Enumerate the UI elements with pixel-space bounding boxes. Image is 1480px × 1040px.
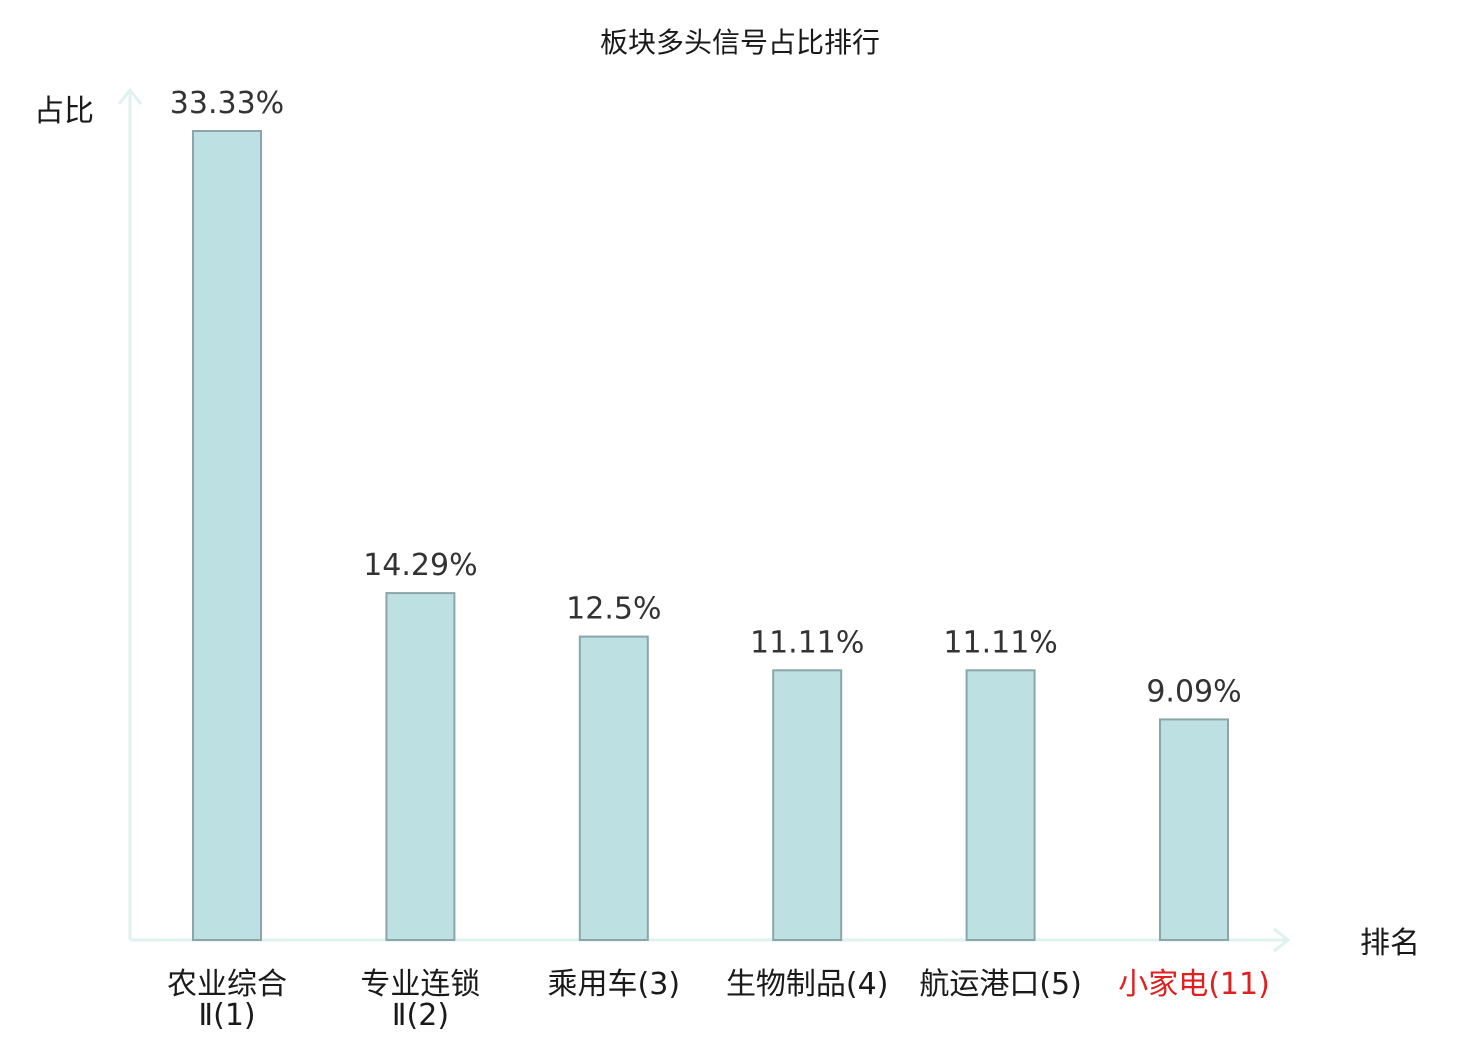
bar-6 xyxy=(1159,718,1229,942)
bars-group xyxy=(192,130,1229,942)
value-label-2: 14.29% xyxy=(363,548,477,583)
value-labels-group: 33.33% 14.29% 12.5% 11.11% 11.11% 9.09% xyxy=(170,86,1242,709)
x-axis-label: 排名 xyxy=(1360,926,1420,961)
bar-4 xyxy=(772,669,843,941)
category-label-1-line2: Ⅱ(1) xyxy=(198,998,255,1033)
bar-5 xyxy=(965,669,1036,941)
category-label-2-line2: Ⅱ(2) xyxy=(392,998,449,1033)
value-label-6: 9.09% xyxy=(1146,674,1241,709)
category-label-5: 航运港口(5) xyxy=(919,967,1082,1002)
x-axis-arrow-icon xyxy=(1273,927,1291,953)
chart-title: 板块多头信号占比排行 xyxy=(600,26,880,59)
category-label-6: 小家电(11) xyxy=(1118,967,1270,1002)
y-axis-label: 占比 xyxy=(34,94,94,129)
bar-2 xyxy=(385,592,456,941)
bar-3 xyxy=(578,635,649,941)
category-label-3: 乘用车(3) xyxy=(548,967,681,1002)
axes xyxy=(117,87,1291,953)
bar-1 xyxy=(192,130,262,941)
value-label-1: 33.33% xyxy=(170,86,284,121)
value-label-4: 11.11% xyxy=(750,625,864,660)
category-label-4: 生物制品(4) xyxy=(726,967,889,1002)
value-label-5: 11.11% xyxy=(943,625,1057,660)
value-label-3: 12.5% xyxy=(566,592,661,627)
category-label-1: 农业综合 xyxy=(167,967,287,1002)
category-label-2: 专业连锁 xyxy=(360,967,480,1002)
y-axis-arrow-icon xyxy=(117,87,143,105)
